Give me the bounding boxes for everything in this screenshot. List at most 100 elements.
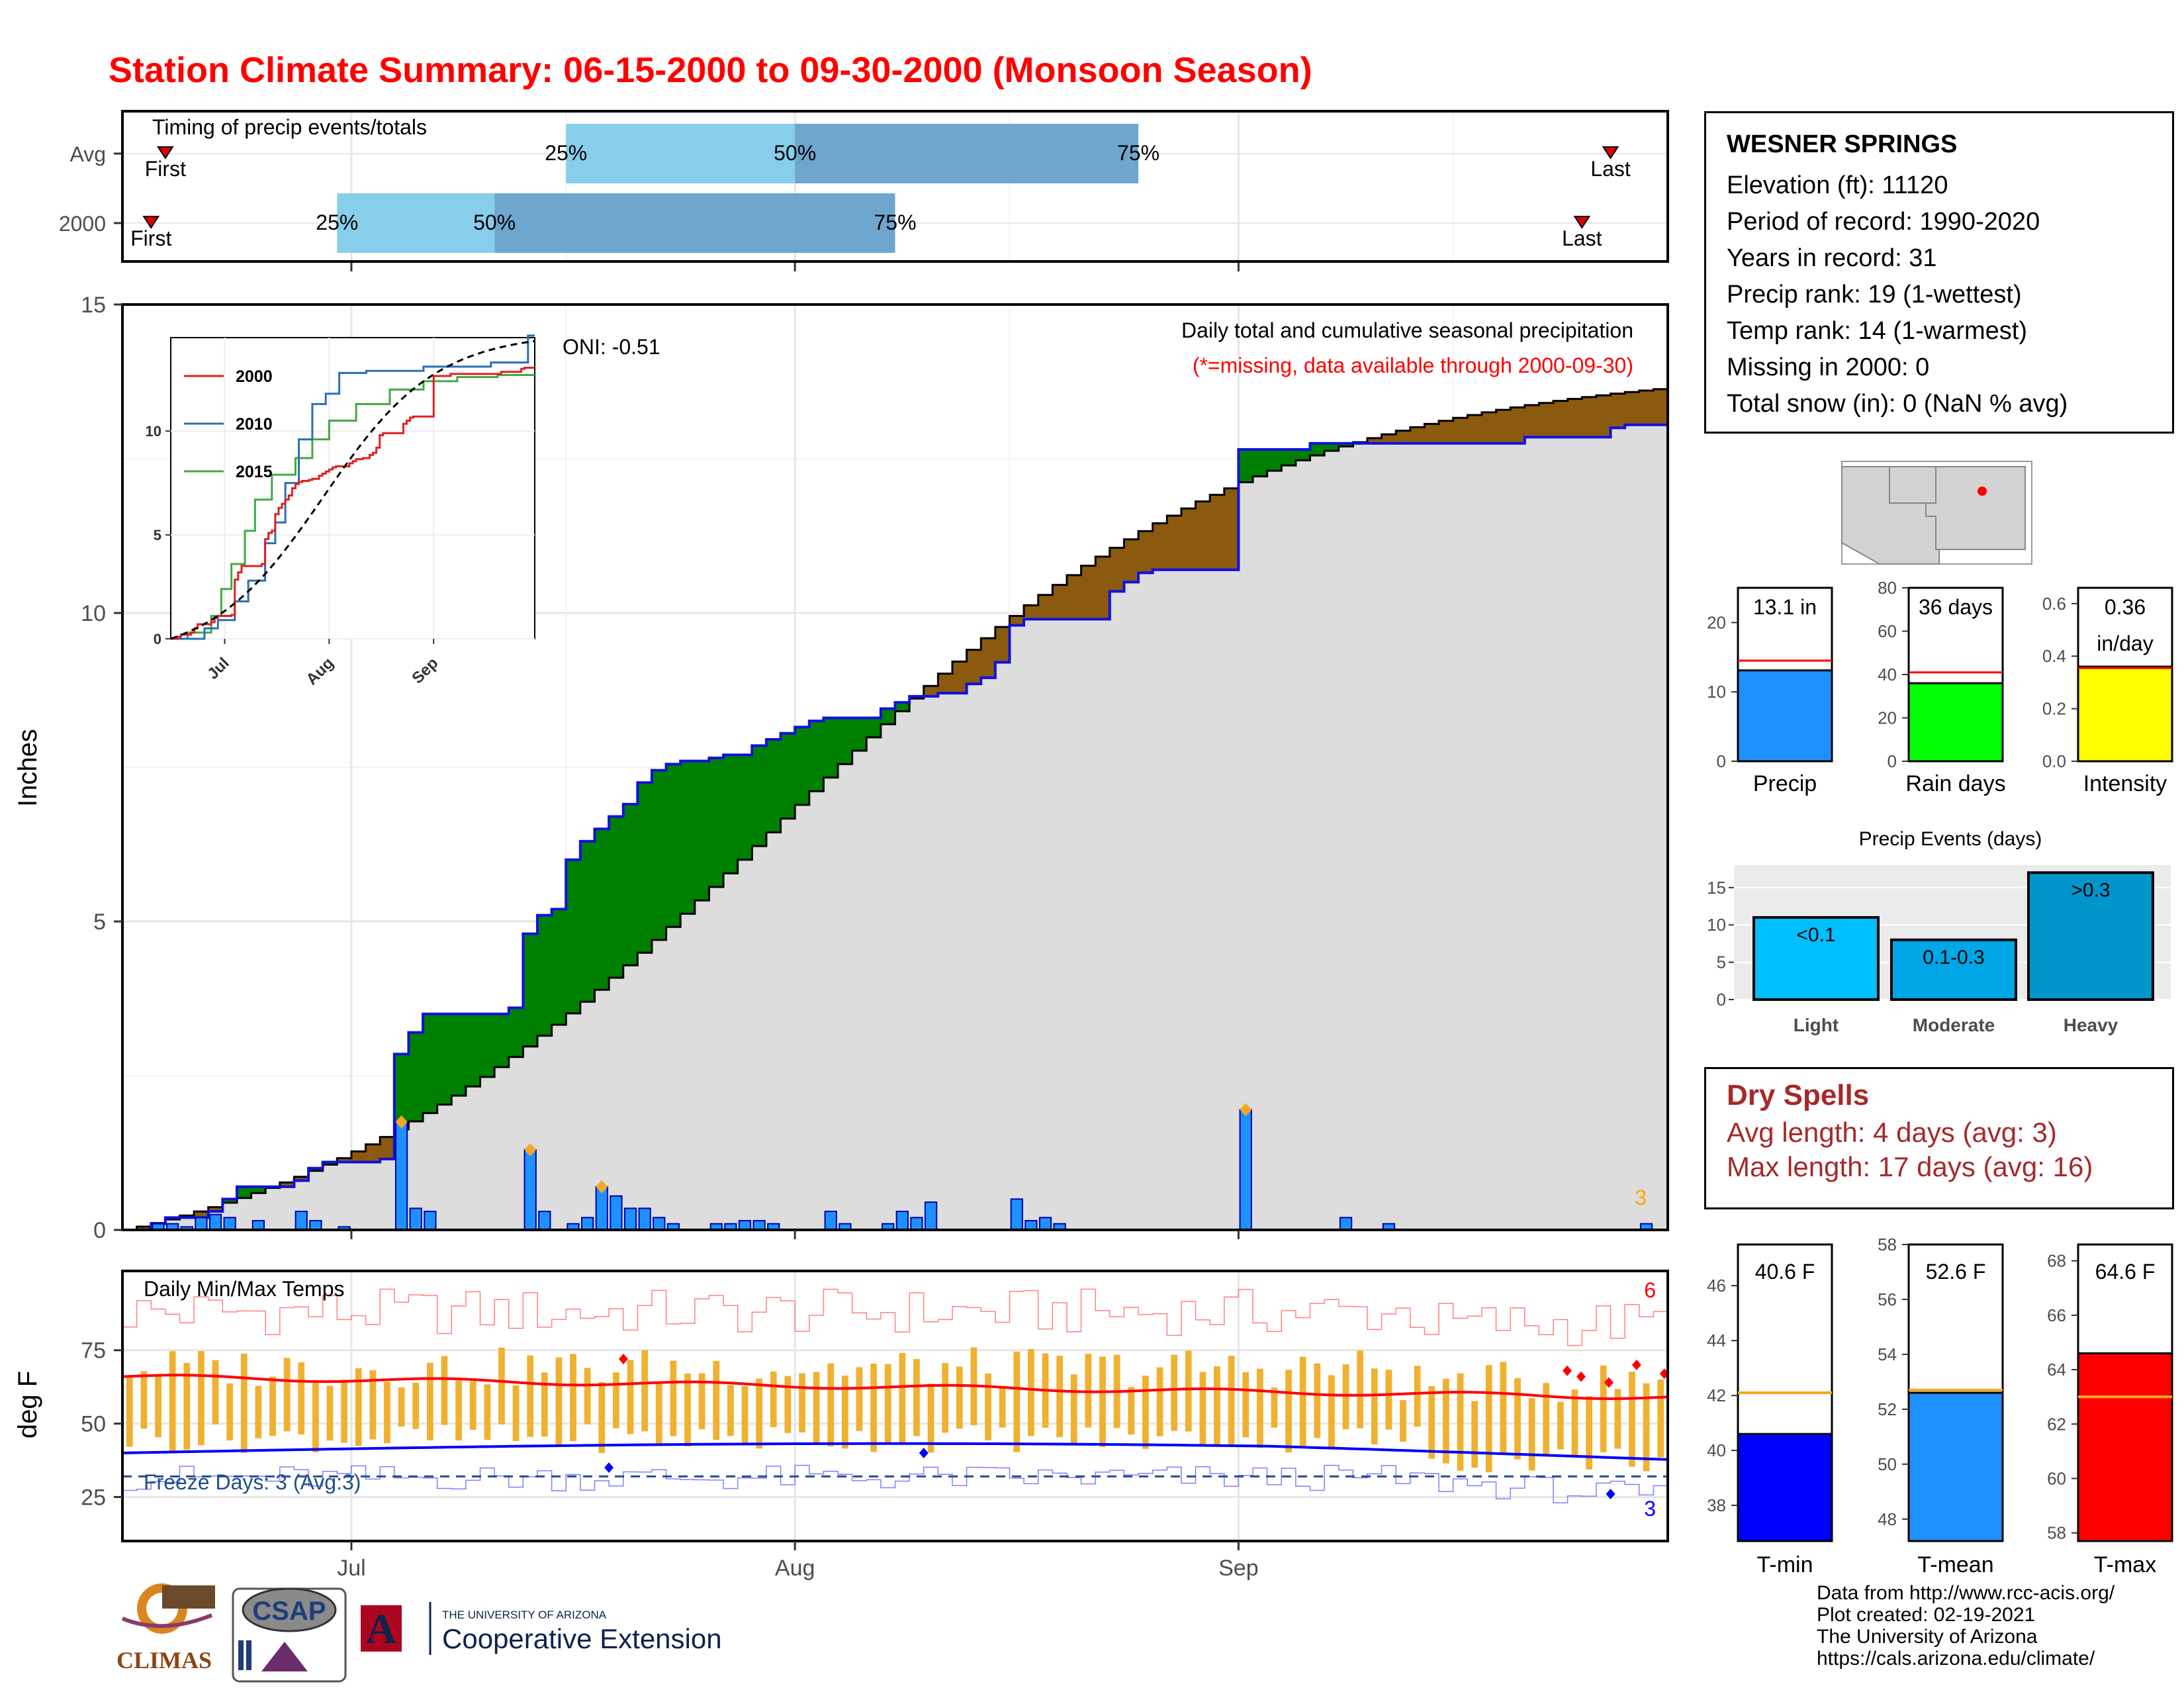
- record-high-marker: [1563, 1365, 1572, 1376]
- summary-bar-ytick-label: 0.2: [2042, 699, 2066, 719]
- x-axis-tick-label: Sep: [1218, 1556, 1259, 1581]
- average-tmin-line: [122, 1442, 1668, 1461]
- daily-temp-range-bar: [1400, 1400, 1406, 1442]
- summary-bar-ytick-label: 20: [1707, 612, 1726, 632]
- precip-events-chart: Precip Events (days) 0 5 10 15 <0.1 Light 0.1-…: [1707, 828, 2171, 1035]
- events-ytick-label: 15: [1707, 878, 1726, 898]
- timing-label: Timing of precip events/totals: [152, 115, 427, 139]
- daily-temp-range-bar: [155, 1376, 161, 1438]
- daily-temp-range-bar: [169, 1351, 176, 1452]
- summary-bar-ytick-label: 60: [1878, 622, 1897, 641]
- daily-temp-range-bar: [140, 1371, 148, 1429]
- summary-bar-value: [1737, 669, 1833, 763]
- summary-bar-text: 13.1 in: [1753, 595, 1817, 619]
- daily-precip-bar: [824, 1211, 837, 1231]
- daily-temp-range-bar: [641, 1350, 649, 1432]
- events-category-label: Heavy: [2064, 1015, 2118, 1035]
- timing-panel: 25% 50% 75% First Last Avg 25% 50% 75% First Last 2…: [59, 110, 1669, 271]
- daily-temp-range-bar: [1657, 1380, 1664, 1458]
- freeze-days: Freeze Days: 3 (Avg:3): [144, 1470, 361, 1494]
- daily-temp-range-bar: [384, 1382, 390, 1444]
- temp-summary-bars: 40.6 F 38 40 42 44 46 T-min 52.6 F 48 50 52 54 56 58 T…: [1707, 1235, 2173, 1577]
- daily-temp-range-bar: [369, 1370, 377, 1440]
- daily-precip-bar: [924, 1201, 938, 1231]
- daily-temp-range-bar: [1528, 1398, 1535, 1471]
- daily-temp-range-bar: [1099, 1356, 1106, 1448]
- daily-temp-range-bar: [1443, 1378, 1449, 1464]
- daily-temp-range-bar: [255, 1385, 262, 1438]
- daily-temp-range-bar: [799, 1373, 805, 1432]
- daily-precip-bar: [295, 1211, 308, 1231]
- last-event-marker: [1573, 216, 1591, 229]
- daily-temp-range-bar: [570, 1354, 576, 1442]
- record-low-line: [122, 1464, 1668, 1503]
- daily-precip-bar: [1239, 1109, 1252, 1231]
- station-snow: Total snow (in): 0 (NaN % avg): [1727, 390, 2068, 418]
- daily-temp-range-bar: [326, 1385, 334, 1441]
- dry-spells-box: Dry Spells Avg length: 4 days (avg: 3) M…: [1704, 1067, 2174, 1209]
- daily-temp-range-bar: [1128, 1387, 1135, 1435]
- daily-temp-range-bar: [1371, 1368, 1378, 1445]
- summary-bar-label: Rain days: [1905, 771, 2005, 796]
- daily-temp-range-bar: [1614, 1389, 1621, 1449]
- daily-temp-range-bar: [212, 1360, 219, 1425]
- footer-credits: Data from http://www.rcc-acis.org/ Plot …: [1817, 1582, 2115, 1669]
- daily-temp-range-bar: [1500, 1362, 1507, 1453]
- extreme-precip-marker: [395, 1115, 408, 1129]
- daily-precip-bar: [1339, 1217, 1353, 1231]
- daily-temp-range-bar: [942, 1362, 949, 1433]
- daily-temp-range-bar: [1242, 1372, 1250, 1438]
- daily-precip-bar: [623, 1207, 637, 1231]
- events-bar-label: >0.3: [2071, 879, 2110, 901]
- daily-temp-range-bar: [498, 1347, 505, 1425]
- temp-bar-value: [1907, 1391, 2004, 1542]
- daily-temp-range-bar: [412, 1382, 420, 1429]
- summary-bar-ytick-label: 0: [1888, 751, 1897, 771]
- daily-temp-range-bar: [655, 1382, 662, 1446]
- daily-temp-range-bar: [1457, 1373, 1464, 1471]
- daily-precip-bar: [523, 1149, 537, 1231]
- daily-temp-range-bar: [1571, 1389, 1578, 1456]
- daily-temp-range-bar: [670, 1360, 677, 1436]
- summary-bar-ytick-label: 40: [1878, 665, 1897, 684]
- average-cumulative-line: [122, 387, 1669, 1231]
- temp-bar-ytick-label: 42: [1707, 1385, 1726, 1405]
- temp-ytick-label: 25: [81, 1485, 106, 1510]
- daily-temp-range-bar: [1328, 1375, 1335, 1450]
- first-event-marker: [157, 146, 174, 160]
- daily-temp-range-bar: [813, 1372, 820, 1445]
- record-low-marker: [919, 1447, 929, 1458]
- daily-temp-range-bar: [183, 1363, 191, 1450]
- daily-precip-bar: [208, 1213, 222, 1231]
- daily-temp-range-bar: [1600, 1365, 1607, 1452]
- temp-bar-value: [1737, 1432, 1833, 1542]
- daily-temp-range-bar: [1285, 1370, 1292, 1453]
- temp-bar-ytick-label: 52: [1878, 1399, 1897, 1419]
- daily-temp-range-bar: [1586, 1396, 1592, 1470]
- daily-temp-range-bar: [698, 1373, 705, 1429]
- record-high-marker: [1604, 1377, 1614, 1388]
- daily-precip-bar: [738, 1220, 752, 1231]
- daily-temp-range-bar: [555, 1357, 563, 1446]
- temp-bar-ytick-label: 48: [1878, 1509, 1897, 1529]
- daily-precip-bar: [1024, 1220, 1038, 1231]
- inset-legend-label: 2000: [236, 367, 273, 386]
- summary-bar-ytick-label: 20: [1878, 708, 1897, 728]
- x-axis-tick-label: Aug: [775, 1556, 815, 1581]
- daily-temp-range-bar: [1056, 1356, 1063, 1438]
- temp-bar-ytick-label: 58: [2047, 1523, 2066, 1543]
- station-years: Years in record: 31: [1727, 244, 1937, 272]
- inset-legend-label: 2015: [236, 463, 273, 481]
- record-low-marker: [1606, 1489, 1615, 1500]
- daily-temp-range-bar: [1385, 1370, 1392, 1430]
- daily-temp-range-bar: [613, 1372, 619, 1429]
- temp-bar-ytick-label: 62: [2047, 1414, 2066, 1434]
- summary-bar-label: Intensity: [2083, 771, 2167, 796]
- daily-temp-range-bar: [1557, 1401, 1564, 1450]
- record-high-line: [122, 1288, 1668, 1346]
- daily-temp-range-bar: [283, 1358, 291, 1432]
- events-category-label: Light: [1794, 1015, 1839, 1035]
- above-normal-area: [165, 443, 1353, 1220]
- events-bar-label: 0.1-0.3: [1923, 947, 1984, 968]
- daily-temp-range-bar: [1543, 1383, 1550, 1457]
